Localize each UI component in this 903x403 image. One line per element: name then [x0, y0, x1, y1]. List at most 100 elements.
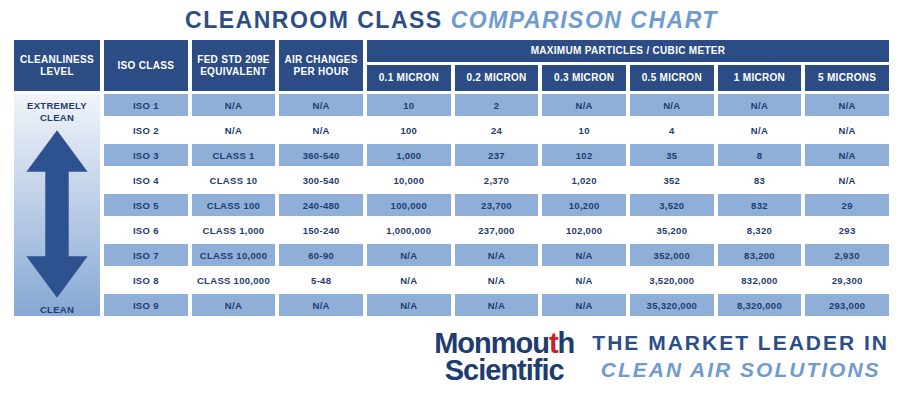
cell-air-changes: N/A — [279, 119, 363, 141]
cell-particles-0-1: 10,000 — [367, 169, 451, 191]
cell-iso-class: ISO 1 — [104, 94, 188, 116]
cell-particles-0-5: 352 — [630, 169, 714, 191]
cell-particles-5: N/A — [805, 169, 889, 191]
double-headed-arrow-icon — [21, 128, 93, 300]
cell-particles-0-2: 24 — [455, 119, 539, 141]
title-part-dark: CLEANROOM CLASS — [185, 7, 443, 33]
cell-fed-std: CLASS 10,000 — [192, 244, 276, 266]
cell-fed-std: CLASS 1,000 — [192, 219, 276, 241]
column-header-0-5-micron: 0.5 MICRON — [630, 65, 714, 91]
column-header-0-2-micron: 0.2 MICRON — [455, 65, 539, 91]
cell-particles-1: 832 — [718, 194, 802, 216]
column-header-1-micron: 1 MICRON — [718, 65, 802, 91]
cell-particles-0-2: 2,370 — [455, 169, 539, 191]
footer: Monmouth Scientific THE MARKET LEADER IN… — [0, 330, 903, 383]
cell-particles-0-2: 2 — [455, 94, 539, 116]
cell-air-changes: N/A — [279, 94, 363, 116]
cell-iso-class: ISO 2 — [104, 119, 188, 141]
cell-particles-0-1: 10 — [367, 94, 451, 116]
cell-iso-class: ISO 5 — [104, 194, 188, 216]
cell-particles-0-5: 3,520 — [630, 194, 714, 216]
cell-iso-class: ISO 9 — [104, 294, 188, 316]
cell-particles-0-3: N/A — [542, 294, 626, 316]
cell-particles-0-1: 1,000,000 — [367, 219, 451, 241]
cell-particles-5: 293,000 — [805, 294, 889, 316]
cell-particles-0-2: 23,700 — [455, 194, 539, 216]
cleanliness-scale: EXTREMELY CLEAN CLEAN — [14, 94, 100, 316]
cell-fed-std: CLASS 100 — [192, 194, 276, 216]
cell-fed-std: N/A — [192, 94, 276, 116]
tagline-line-1: THE MARKET LEADER IN — [592, 330, 889, 356]
cell-particles-0-1: N/A — [367, 269, 451, 291]
cell-iso-class: ISO 8 — [104, 269, 188, 291]
cell-particles-0-5: 3,520,000 — [630, 269, 714, 291]
column-header-fed-std-209e: FED STD 209E EQUIVALENT — [192, 40, 276, 91]
cell-particles-0-2: 237,000 — [455, 219, 539, 241]
tagline-line-2: CLEAN AIR SOLUTIONS — [592, 357, 889, 383]
cell-fed-std: N/A — [192, 119, 276, 141]
logo-word-monmouth: Monmouth — [434, 330, 574, 357]
page-title: CLEANROOM CLASSCOMPARISON CHART — [0, 9, 903, 32]
cell-particles-0-5: 4 — [630, 119, 714, 141]
cell-air-changes: N/A — [279, 294, 363, 316]
cell-particles-0-3: N/A — [542, 269, 626, 291]
cell-iso-class: ISO 4 — [104, 169, 188, 191]
cell-particles-5: 2,930 — [805, 244, 889, 266]
column-group-header-max-particles: MAXIMUM PARTICLES / CUBIC METER — [367, 40, 889, 62]
cell-particles-1: 832,000 — [718, 269, 802, 291]
cell-air-changes: 60-90 — [279, 244, 363, 266]
cell-fed-std: CLASS 1 — [192, 144, 276, 166]
cell-particles-0-3: N/A — [542, 244, 626, 266]
cell-particles-5: N/A — [805, 94, 889, 116]
cell-particles-0-2: N/A — [455, 244, 539, 266]
cell-particles-0-1: N/A — [367, 294, 451, 316]
cell-particles-0-1: N/A — [367, 244, 451, 266]
scale-bottom-label: CLEAN — [40, 304, 74, 316]
cell-particles-0-5: N/A — [630, 94, 714, 116]
cell-air-changes: 240-480 — [279, 194, 363, 216]
cell-iso-class: ISO 7 — [104, 244, 188, 266]
scale-top-label: EXTREMELY CLEAN — [18, 100, 96, 124]
cell-particles-0-3: N/A — [542, 94, 626, 116]
cell-particles-0-5: 35,320,000 — [630, 294, 714, 316]
cleanroom-comparison-page: CLEANROOM CLASSCOMPARISON CHART CLEANLIN… — [0, 9, 903, 403]
cell-particles-0-3: 1,020 — [542, 169, 626, 191]
cell-particles-0-5: 35,200 — [630, 219, 714, 241]
cell-particles-0-1: 100 — [367, 119, 451, 141]
cell-particles-1: 83 — [718, 169, 802, 191]
monmouth-scientific-logo: Monmouth Scientific — [434, 330, 574, 383]
cell-particles-1: N/A — [718, 119, 802, 141]
column-header-0-3-micron: 0.3 MICRON — [542, 65, 626, 91]
footer-tagline: THE MARKET LEADER IN CLEAN AIR SOLUTIONS — [592, 330, 889, 383]
cell-particles-1: 8,320,000 — [718, 294, 802, 316]
cell-air-changes: 300-540 — [279, 169, 363, 191]
column-header-cleanliness-level: CLEANLINESS LEVEL — [14, 40, 100, 91]
cell-fed-std: N/A — [192, 294, 276, 316]
cell-particles-1: 8,320 — [718, 219, 802, 241]
cell-particles-5: 29,300 — [805, 269, 889, 291]
cell-particles-0-2: N/A — [455, 294, 539, 316]
column-header-0-1-micron: 0.1 MICRON — [367, 65, 451, 91]
column-header-air-changes: AIR CHANGES PER HOUR — [279, 40, 363, 91]
logo-word-scientific: Scientific — [434, 357, 574, 384]
cell-particles-0-2: 237 — [455, 144, 539, 166]
cell-particles-1: 8 — [718, 144, 802, 166]
column-header-5-microns: 5 MICRONS — [805, 65, 889, 91]
column-header-iso-class: ISO CLASS — [104, 40, 188, 91]
cell-particles-0-5: 352,000 — [630, 244, 714, 266]
cell-particles-5: N/A — [805, 119, 889, 141]
cell-particles-0-2: N/A — [455, 269, 539, 291]
cell-particles-0-5: 35 — [630, 144, 714, 166]
cell-air-changes: 150-240 — [279, 219, 363, 241]
cell-particles-5: 29 — [805, 194, 889, 216]
cell-particles-0-1: 100,000 — [367, 194, 451, 216]
cell-particles-5: N/A — [805, 144, 889, 166]
cell-iso-class: ISO 3 — [104, 144, 188, 166]
cell-fed-std: CLASS 100,000 — [192, 269, 276, 291]
cell-particles-0-3: 102,000 — [542, 219, 626, 241]
cell-particles-0-3: 102 — [542, 144, 626, 166]
cell-particles-0-3: 10 — [542, 119, 626, 141]
cell-iso-class: ISO 6 — [104, 219, 188, 241]
cell-particles-0-3: 10,200 — [542, 194, 626, 216]
cell-air-changes: 5-48 — [279, 269, 363, 291]
